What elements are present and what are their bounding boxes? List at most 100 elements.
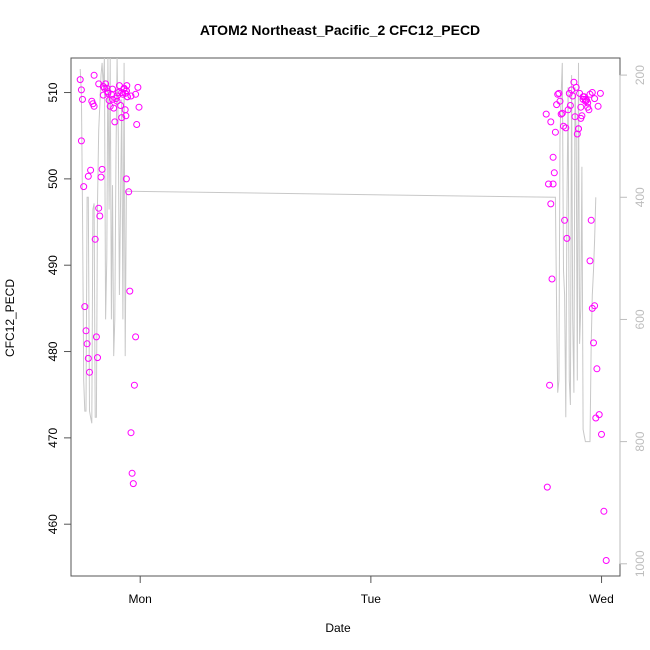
data-point [90, 102, 98, 110]
data-point [132, 333, 140, 341]
data-point [563, 234, 571, 242]
data-point [123, 82, 131, 90]
data-point [84, 354, 92, 362]
data-point [128, 469, 136, 477]
data-point [557, 110, 565, 118]
data-point [92, 333, 100, 341]
data-point [111, 118, 119, 126]
data-point [576, 89, 584, 97]
data-point [113, 92, 121, 100]
points-layer [76, 71, 610, 564]
data-point [99, 91, 107, 99]
y-tick-label: 460 [46, 514, 60, 534]
data-point [577, 103, 585, 111]
data-point [593, 365, 601, 373]
x-tick-label: Tue [361, 592, 382, 606]
y-axis: 460 470 480 490 500 510 [46, 82, 72, 534]
data-point [569, 92, 577, 100]
data-point [97, 173, 105, 181]
data-point [586, 90, 594, 98]
data-point [132, 90, 140, 98]
data-point [109, 95, 116, 103]
data-point [122, 112, 130, 120]
data-point [100, 84, 108, 92]
data-point [577, 114, 585, 122]
data-point [572, 83, 580, 91]
data-point [99, 83, 107, 90]
data-point [548, 275, 556, 283]
y-tick-label: 490 [46, 255, 60, 275]
data-point [81, 303, 89, 311]
data-point [130, 381, 138, 389]
data-point [592, 414, 600, 422]
data-point [555, 89, 563, 97]
data-point [79, 95, 86, 103]
data-point [90, 71, 98, 79]
x-axis-label: Date [325, 621, 351, 635]
data-point [133, 121, 141, 128]
data-point [546, 381, 554, 389]
data-point [125, 188, 133, 196]
data-point [586, 257, 594, 265]
data-point [127, 92, 135, 100]
data-point [588, 89, 596, 96]
data-point [587, 216, 595, 224]
chart-title: ATOM2 Northeast_Pacific_2 CFC12_PECD [200, 22, 480, 38]
data-point [127, 429, 135, 437]
data-point [77, 137, 85, 145]
data-point [94, 354, 101, 362]
data-point [584, 99, 592, 107]
data-point [76, 76, 84, 84]
data-point [80, 183, 88, 191]
data-point [134, 83, 142, 91]
data-point [118, 114, 126, 122]
data-point [596, 89, 604, 97]
data-point [135, 103, 143, 111]
data-point [123, 93, 131, 101]
y-tick-label: 510 [46, 82, 60, 102]
data-point [84, 172, 92, 180]
data-point [551, 128, 559, 136]
data-point [558, 109, 566, 117]
x-tick-label: Wed [589, 592, 613, 606]
data-point [602, 557, 610, 564]
data-point [122, 175, 130, 183]
pressure-polyline [79, 57, 597, 443]
data-point [129, 480, 137, 488]
data-point [579, 95, 587, 103]
data-point [117, 102, 125, 109]
data-point [554, 90, 562, 98]
data-point [104, 88, 112, 96]
y-tick-label: 480 [46, 341, 60, 361]
data-point [594, 102, 602, 110]
data-point [550, 169, 558, 177]
data-point [121, 106, 129, 114]
data-point [77, 86, 85, 94]
data-point [566, 102, 574, 109]
x-tick-label: Mon [129, 592, 152, 606]
y-axis-label: CFC12_PECD [3, 279, 17, 357]
data-point [543, 483, 551, 491]
data-point [113, 97, 121, 105]
data-point [585, 106, 593, 114]
data-point [591, 302, 599, 310]
y-tick-label: 500 [46, 169, 60, 189]
data-point [573, 130, 581, 138]
data-point [590, 339, 597, 347]
data-point [547, 118, 555, 126]
data-point [545, 180, 552, 188]
data-point [575, 125, 582, 133]
y2-tick-label: 1000 [633, 550, 647, 577]
data-point [562, 124, 570, 132]
pressure-line [79, 57, 597, 443]
data-point [553, 101, 561, 109]
x-axis: Mon Tue Wed [129, 575, 614, 606]
y2-axis: 200 400 600 800 1000 [619, 65, 647, 577]
data-point [114, 89, 122, 96]
data-point [549, 180, 557, 188]
y2-tick-label: 800 [633, 431, 647, 451]
y2-tick-label: 600 [633, 309, 647, 329]
plot-frame [70, 57, 621, 577]
data-point [82, 327, 90, 335]
